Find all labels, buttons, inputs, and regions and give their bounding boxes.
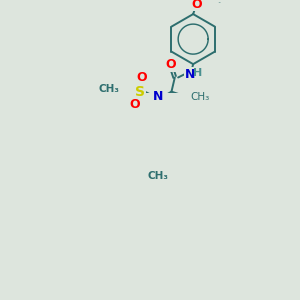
Text: S: S [135,85,145,99]
Text: CH₃: CH₃ [148,171,169,181]
Text: H: H [193,68,202,78]
Text: O: O [165,58,176,71]
Text: O: O [191,0,202,11]
Text: CH₃: CH₃ [99,84,120,94]
Text: N: N [153,90,163,103]
Text: O: O [130,98,140,111]
Text: CH₃: CH₃ [191,92,210,102]
Text: N: N [184,68,195,81]
Text: O: O [136,71,147,84]
